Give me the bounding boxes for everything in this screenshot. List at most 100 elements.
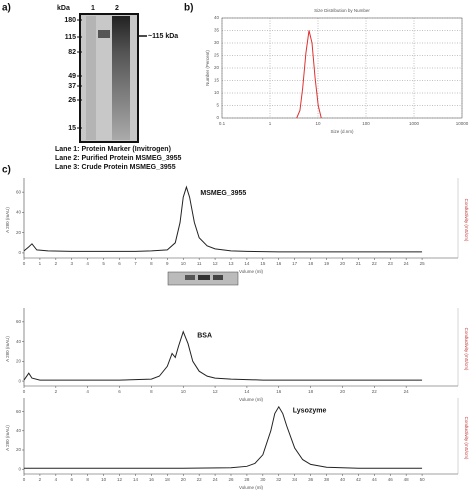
y-tick-label: 25 — [214, 53, 220, 58]
x-tick-label: 50 — [420, 477, 426, 482]
x-tick-label: 8 — [150, 389, 153, 394]
unit-label: kDa — [57, 5, 70, 12]
marker-label: 37 — [68, 83, 76, 90]
chart-title: Size Distribution by Number — [314, 8, 370, 13]
y-axis-label: Number (Percent) — [205, 50, 210, 86]
y-axis-label: A 280 (mAU) — [5, 425, 10, 451]
peak-annotation: Lysozyme — [293, 408, 327, 415]
x-tick-label: 10 — [181, 389, 187, 394]
x-tick-label: 4 — [86, 261, 89, 266]
x-tick-label: 4 — [86, 389, 89, 394]
peak-annotation: MSMEG_3955 — [200, 190, 246, 197]
x-tick-label: 14 — [244, 261, 250, 266]
legend-line: Lane 3: Crude Protein MSMEG_3955 — [55, 164, 176, 171]
marker-label: 82 — [68, 49, 76, 56]
y-axis-label: A 280 (mAU) — [5, 336, 10, 362]
x-tick-label: 0 — [23, 389, 26, 394]
x-tick-label: 8 — [150, 261, 153, 266]
x-tick-label: 36 — [308, 477, 314, 482]
x-tick-label: 24 — [404, 261, 410, 266]
data-line — [23, 330, 423, 381]
x-tick-label: 10 — [315, 121, 321, 126]
x-tick-label: 20 — [181, 477, 187, 482]
y-tick-label: 40 — [16, 428, 22, 433]
x-tick-label: 11 — [197, 261, 202, 266]
x-tick-label: 17 — [292, 261, 298, 266]
x-tick-label: 24 — [404, 389, 410, 394]
y-tick-label: 20 — [16, 230, 22, 235]
x-tick-label: 1000 — [409, 121, 420, 126]
y-tick-label: 0 — [18, 466, 21, 471]
x-tick-label: 13 — [228, 261, 234, 266]
x-tick-label: 18 — [308, 261, 314, 266]
x-tick-label: 30 — [260, 477, 266, 482]
y2-axis-label: Conductivity (mS/cm) — [464, 417, 469, 460]
data-line — [296, 30, 322, 119]
x-tick-label: 5 — [102, 261, 105, 266]
x-tick-label: 34 — [292, 477, 298, 482]
x-tick-label: 16 — [149, 477, 155, 482]
x-tick-label: 12 — [117, 477, 123, 482]
x-tick-label: 2 — [55, 261, 58, 266]
x-tick-label: 18 — [308, 389, 314, 394]
y-tick-label: 35 — [214, 28, 220, 33]
x-tick-label: 18 — [165, 477, 171, 482]
marker-label: 180 — [64, 17, 76, 24]
x-tick-label: 12 — [213, 389, 219, 394]
x-axis-label: Volume (ml) — [239, 397, 264, 402]
x-tick-label: 16 — [276, 389, 282, 394]
x-tick-label: 28 — [244, 477, 250, 482]
y-tick-label: 0 — [18, 378, 21, 383]
gel-band — [185, 275, 195, 280]
x-axis-label: Volume (ml) — [239, 485, 264, 490]
x-tick-label: 10000 — [456, 121, 469, 126]
x-tick-label: 1 — [269, 121, 272, 126]
x-tick-label: 32 — [276, 477, 282, 482]
x-tick-label: 7 — [134, 261, 137, 266]
x-tick-label: 0 — [23, 261, 26, 266]
x-tick-label: 2 — [39, 477, 42, 482]
y-axis-label: A 280 (mAU) — [5, 207, 10, 233]
gel-lane — [86, 16, 96, 140]
y2-axis-label: Conductivity (mS/cm) — [464, 328, 469, 371]
y-tick-label: 20 — [16, 359, 22, 364]
x-tick-label: 46 — [388, 477, 394, 482]
y-tick-label: 40 — [16, 210, 22, 215]
x-tick-label: 23 — [388, 261, 394, 266]
x-axis-label: Size (d.nm) — [330, 129, 354, 134]
x-tick-label: 22 — [372, 389, 378, 394]
y-tick-label: 15 — [214, 78, 220, 83]
y-tick-label: 20 — [214, 65, 220, 70]
y-tick-label: 60 — [16, 319, 22, 324]
x-tick-label: 9 — [166, 261, 169, 266]
band-annotation: ~115 kDa — [148, 33, 178, 40]
x-tick-label: 100 — [362, 121, 370, 126]
x-tick-label: 6 — [118, 389, 121, 394]
marker-label: 26 — [68, 97, 76, 104]
x-tick-label: 20 — [340, 389, 346, 394]
panel-label: c) — [2, 165, 11, 176]
x-tick-label: 38 — [324, 477, 330, 482]
x-tick-label: 19 — [324, 261, 330, 266]
gel-band — [98, 30, 110, 38]
y-tick-label: 0 — [18, 250, 21, 255]
x-tick-label: 15 — [260, 261, 266, 266]
x-tick-label: 6 — [118, 261, 121, 266]
lane-label: 2 — [115, 5, 119, 12]
data-line — [23, 185, 423, 253]
y-tick-label: 60 — [16, 409, 22, 414]
y-tick-label: 10 — [214, 90, 220, 95]
y-tick-label: 40 — [214, 15, 220, 20]
marker-label: 115 — [65, 34, 76, 41]
y-tick-label: 0 — [216, 115, 219, 120]
x-tick-label: 10 — [101, 477, 107, 482]
y-tick-label: 30 — [214, 40, 220, 45]
gel-band — [213, 275, 223, 280]
peak-annotation: BSA — [197, 333, 212, 340]
x-tick-label: 14 — [133, 477, 139, 482]
gel-lane — [112, 16, 130, 140]
x-tick-label: 42 — [356, 477, 362, 482]
x-tick-label: 14 — [244, 389, 250, 394]
data-line — [24, 405, 423, 469]
